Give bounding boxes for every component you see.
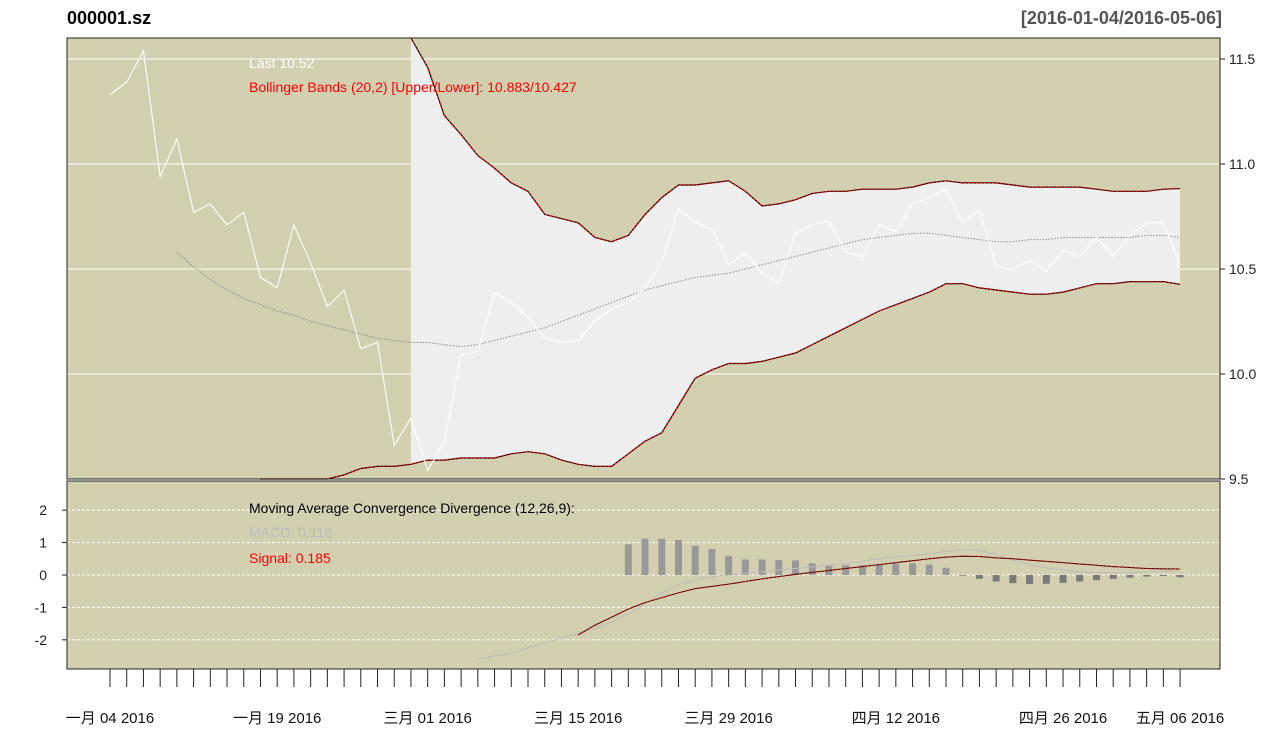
macd-histogram-bar (1059, 575, 1067, 583)
macd-title: Moving Average Convergence Divergence (1… (249, 500, 575, 516)
macd-histogram-bar (992, 575, 1000, 582)
macd-panel-border (66, 480, 1221, 670)
macd-histogram-bar (909, 563, 917, 575)
macd-histogram-bar (925, 564, 933, 575)
macd-y-tick-label: 2 (39, 502, 47, 518)
price-y-tick-label: 10.5 (1229, 261, 1256, 277)
macd-histogram-bar (875, 564, 883, 575)
macd-histogram-bar (1076, 575, 1084, 582)
date-range: [2016-01-04/2016-05-06] (1020, 8, 1222, 28)
macd-histogram-bar (741, 559, 749, 575)
macd-histogram-bar (658, 538, 666, 575)
signal-value-label: Signal: 0.185 (249, 550, 331, 566)
price-y-tick-label: 11.5 (1229, 51, 1255, 67)
macd-histogram-bar (641, 538, 649, 575)
macd-histogram-bar (624, 544, 632, 575)
x-tick-label: 一月 04 2016 (66, 710, 154, 727)
x-tick-label: 三月 29 2016 (684, 710, 772, 727)
macd-histogram-bar (725, 556, 733, 575)
macd-histogram-bar (1092, 575, 1100, 581)
x-tick-label: 五月 06 2016 (1136, 710, 1224, 727)
macd-histogram-bar (975, 575, 983, 579)
bollinger-label: Bollinger Bands (20,2) [Upper/Lower]: 10… (249, 79, 577, 95)
macd-histogram-bar (892, 563, 900, 575)
macd-histogram-bar (792, 560, 800, 575)
price-panel-border (66, 37, 1221, 480)
x-tick-label: 三月 01 2016 (383, 710, 471, 727)
chart-title: 000001.sz (67, 8, 152, 28)
last-price-label: Last 10.52 (249, 55, 315, 71)
macd-y-tick-label: 1 (39, 535, 47, 551)
macd-y-tick-label: 0 (39, 567, 47, 583)
macd-y-tick-label: -2 (35, 632, 48, 648)
x-tick-label: 四月 12 2016 (852, 710, 940, 727)
price-y-tick-label: 9.5 (1229, 471, 1249, 487)
bollinger-middle-line (176, 232, 1181, 348)
price-y-tick-label: 10.0 (1229, 366, 1256, 382)
macd-histogram-bar (1026, 575, 1034, 585)
macd-value-label: MACD: 0.116 (249, 524, 332, 540)
macd-histogram-bar (858, 565, 866, 575)
macd-histogram-bar (691, 545, 699, 575)
macd-histogram-bar (1126, 575, 1134, 578)
macd-histogram-bar (708, 549, 716, 575)
macd-histogram-bar (808, 563, 816, 575)
macd-histogram-bar (1009, 575, 1017, 584)
bollinger-band-fill (410, 38, 1181, 479)
macd-histogram-bar (1109, 575, 1117, 579)
price-line (109, 48, 1181, 472)
macd-histogram-bar (1143, 575, 1151, 577)
macd-histogram-bar (959, 575, 967, 576)
macd-y-tick-label: -1 (35, 599, 48, 615)
signal-line-dash (577, 555, 1181, 636)
macd-histogram-bar (1159, 575, 1167, 576)
macd-line (477, 549, 1181, 660)
macd-histogram-bar (1042, 575, 1050, 584)
x-tick-label: 一月 19 2016 (233, 710, 321, 727)
macd-histogram-bar (758, 559, 766, 575)
macd-histogram-bar (775, 560, 783, 575)
bollinger-lower-line-dash (260, 281, 1181, 480)
macd-histogram-bar (842, 565, 850, 575)
macd-histogram-bar (942, 567, 950, 575)
price-y-tick-label: 11.0 (1229, 156, 1255, 172)
macd-histogram-bar (1176, 575, 1184, 578)
x-tick-label: 四月 26 2016 (1019, 710, 1107, 727)
x-tick-label: 三月 15 2016 (534, 710, 622, 727)
bollinger-upper-line-dash (410, 37, 1181, 243)
macd-histogram-bar (674, 539, 682, 575)
